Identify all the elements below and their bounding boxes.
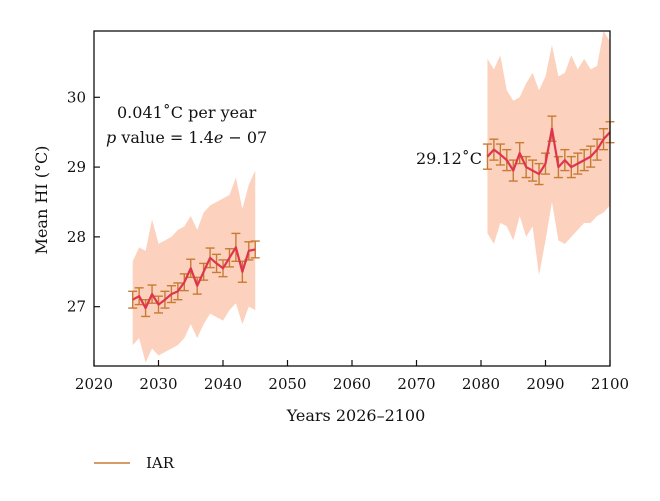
confidence-band [132,170,256,363]
x-tick-label: 2100 [591,375,629,393]
x-tick-label: 2080 [462,375,500,393]
confidence-bands [132,31,610,363]
p-value-text: value = 1.4 [116,128,214,147]
x-axis-ticks: 2020 2030 2040 2050 2060 2070 2080 2090 2100 [75,360,629,393]
x-tick-label: 2060 [333,375,371,393]
y-tick-label: 28 [67,228,86,246]
x-tick-label: 2040 [204,375,242,393]
y-tick-label: 29 [67,158,86,176]
x-tick-label: 2070 [397,375,435,393]
legend: IAR [94,454,175,472]
p-value-suffix: − 07 [223,128,267,147]
x-axis-title: Years 2026–2100 [286,406,426,425]
late-mean-annotation: 29.12˚C [416,149,482,168]
series-line [486,127,611,176]
y-tick-label: 30 [67,88,86,106]
trend-rate-annotation: 0.041˚C per year [117,103,257,122]
x-tick-label: 2020 [75,375,113,393]
x-tick-label: 2030 [139,375,177,393]
p-value-annotation: p value = 1.4e − 07 [106,128,267,147]
y-axis-ticks: 27 28 29 30 [67,88,100,316]
p-value-prefix: p [106,128,116,147]
legend-label-iar: IAR [146,454,175,472]
series-line [132,246,256,310]
p-value-exponent-e: e [214,128,223,147]
x-tick-label: 2050 [268,375,306,393]
y-tick-label: 27 [67,298,86,316]
error-bar [250,240,260,259]
y-axis-title: Mean HI (°C) [32,146,51,255]
series-lines [132,127,611,310]
x-tick-label: 2090 [526,375,564,393]
